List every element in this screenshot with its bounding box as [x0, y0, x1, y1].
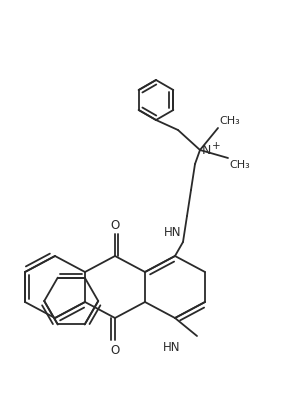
- Text: O: O: [110, 343, 120, 356]
- Text: CH₃: CH₃: [219, 116, 240, 126]
- Text: N: N: [202, 144, 211, 157]
- Text: +: +: [212, 141, 221, 151]
- Text: CH₃: CH₃: [229, 160, 250, 170]
- Text: HN: HN: [163, 340, 181, 353]
- Text: O: O: [110, 218, 120, 231]
- Text: HN: HN: [164, 225, 182, 238]
